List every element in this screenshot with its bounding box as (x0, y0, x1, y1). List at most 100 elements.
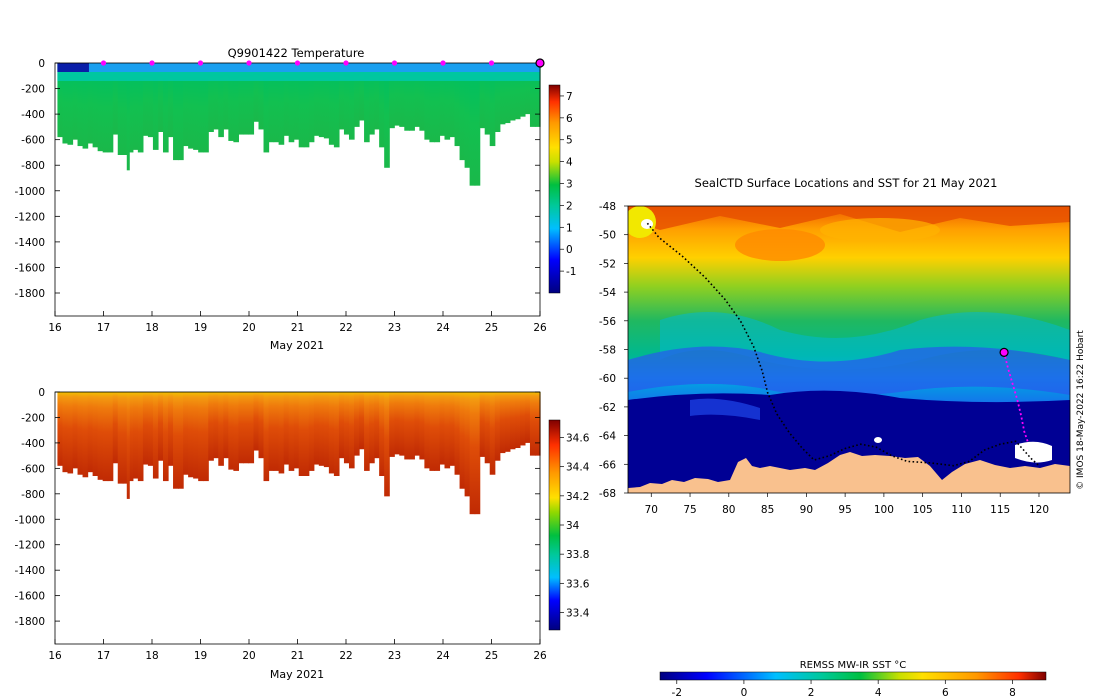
y-tick-label: -400 (21, 109, 45, 121)
end-marker (535, 58, 545, 68)
profile-column (107, 392, 114, 482)
y-tick-label: -52 (599, 258, 616, 270)
x-tick-label: 26 (533, 650, 547, 662)
profile-column (359, 63, 365, 121)
profile-column (459, 63, 466, 161)
x-tick-label: 22 (339, 322, 352, 334)
y-tick-label: -1000 (14, 186, 45, 198)
y-tick-label: -200 (21, 412, 45, 424)
profile-column (278, 392, 285, 474)
salinity-x-axis: 16 17 18 19 20 21 22 23 24 25 26 (48, 639, 547, 662)
x-tick-label: 75 (683, 504, 696, 516)
temperature-columns (57, 63, 541, 186)
map-y-axis: -48 -50 -52 -54 -56 -58 -60 -62 -64 -66 -68 (599, 201, 628, 500)
profile-column (283, 392, 290, 465)
profile-column (127, 392, 134, 482)
profile-column (142, 63, 149, 136)
temperature-x-axis: 16 17 18 19 20 21 22 23 24 25 26 (48, 311, 547, 334)
profile-column (328, 63, 335, 145)
sst-colorbar-ticks: -2 0 2 4 6 8 (672, 680, 1016, 699)
profile-column (369, 392, 375, 464)
profile-column (384, 63, 390, 168)
profile-column (343, 392, 350, 464)
sst-map-panel: SealCTD Surface Locations and SST for 21… (599, 176, 1086, 699)
profile-column (474, 392, 481, 515)
colorbar-tick-label: 5 (566, 135, 573, 147)
salinity-colorbar (548, 419, 561, 631)
profile-column (173, 392, 179, 489)
ice-shelf-mask (1015, 441, 1052, 463)
profile-column (248, 63, 255, 135)
profile-column (419, 392, 425, 460)
profile-column (414, 63, 420, 127)
colorbar-tick-label: 33.8 (566, 549, 589, 561)
profile-column (404, 63, 410, 131)
profile-column (333, 63, 340, 148)
temperature-colorbar-ticks: -1 0 1 2 3 4 5 6 7 (560, 91, 576, 278)
profile-column (57, 63, 64, 138)
profile-column (92, 63, 99, 148)
profile-column (253, 63, 260, 122)
surface-marker (100, 60, 107, 66)
profile-column (122, 63, 129, 155)
profile-column (127, 63, 134, 153)
temperature-title: Q9901422 Temperature (228, 46, 365, 60)
surface-layer (57, 72, 541, 81)
temperature-surface-markers (100, 58, 545, 68)
profile-column (529, 392, 536, 456)
y-tick-label: 0 (38, 387, 45, 399)
x-tick-label: 17 (97, 322, 110, 334)
map-x-axis: 70 75 80 85 90 95 100 105 110 115 120 (645, 493, 1049, 516)
profile-column (509, 392, 516, 450)
temperature-colorbar (548, 84, 561, 294)
salinity-panel: 16 17 18 19 20 21 22 23 24 25 26 0 -200 -400 -600 -800… (14, 387, 589, 681)
y-tick-label: -600 (21, 463, 45, 475)
profile-column (313, 392, 320, 465)
profile-column (62, 392, 69, 473)
x-tick-label: 21 (291, 650, 304, 662)
profile-column (519, 392, 526, 446)
profile-column (323, 392, 330, 468)
colorbar-tick-label: 7 (566, 91, 573, 103)
profile-column (318, 392, 325, 466)
y-tick-label: -1600 (14, 262, 45, 274)
profile-column (338, 392, 345, 459)
profile-column (479, 63, 486, 129)
profile-column (258, 392, 265, 459)
profile-column (364, 63, 370, 143)
profile-column (67, 392, 74, 474)
profile-column (529, 63, 536, 127)
profile-column (147, 392, 154, 466)
y-tick-label: -60 (599, 373, 616, 385)
colorbar-tick-label: 0 (566, 244, 573, 256)
profile-column (489, 392, 496, 475)
profile-column (152, 63, 159, 150)
profile-column (343, 63, 350, 135)
profile-column (399, 63, 405, 127)
profile-column (107, 63, 114, 153)
warm-sst-band (628, 206, 1070, 232)
profile-column (92, 392, 99, 476)
y-tick-label: -400 (21, 438, 45, 450)
x-tick-label: 70 (645, 504, 658, 516)
colorbar-tick-label: 34.2 (566, 491, 589, 503)
profile-column (228, 392, 234, 470)
sst-colorbar-label: REMSS MW-IR SST °C (800, 660, 907, 671)
profile-column (323, 63, 330, 139)
watermark: © IMOS 18-May-2022 16:22 Hobart (1076, 330, 1086, 490)
profile-column (354, 63, 360, 127)
profile-column (333, 392, 340, 476)
profile-column (132, 63, 139, 150)
profile-column (399, 392, 405, 456)
profile-column (112, 63, 119, 135)
profile-column (233, 392, 239, 471)
profile-column (193, 63, 199, 150)
x-tick-label: 22 (339, 650, 352, 662)
profile-column (469, 392, 476, 515)
temperature-y-axis: 0 -200 -400 -600 -800 -1000 -1200 -1400 -1600 -18… (14, 58, 540, 300)
cold-band (690, 398, 760, 420)
profile-column (384, 392, 390, 497)
colorbar-tick-label: 0 (741, 687, 748, 699)
y-tick-label: -1800 (14, 616, 45, 628)
x-tick-label: 95 (838, 504, 851, 516)
